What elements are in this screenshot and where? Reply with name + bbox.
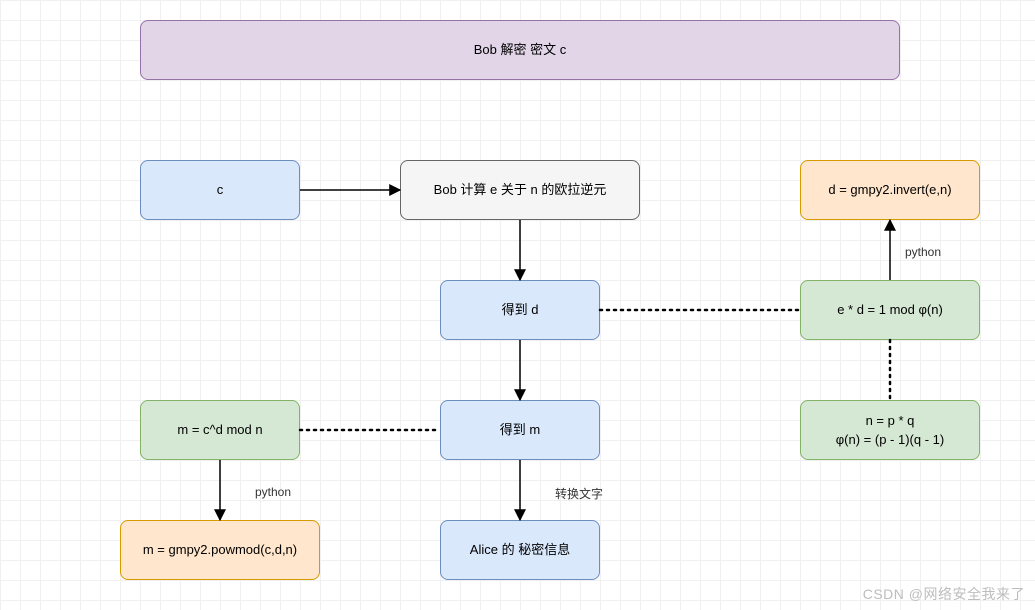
label-convert-text: 转换文字	[555, 485, 603, 502]
node-c: c	[140, 160, 300, 220]
node-euler: Bob 计算 e 关于 n 的欧拉逆元	[400, 160, 640, 220]
node-title: Bob 解密 密文 c	[140, 20, 900, 80]
watermark: CSDN @网络安全我来了	[863, 584, 1025, 604]
node-mcdn: m = c^d mod n	[140, 400, 300, 460]
node-invert: d = gmpy2.invert(e,n)	[800, 160, 980, 220]
node-phi: n = p * q φ(n) = (p - 1)(q - 1)	[800, 400, 980, 460]
node-d: 得到 d	[440, 280, 600, 340]
node-edmod: e * d = 1 mod φ(n)	[800, 280, 980, 340]
node-alice: Alice 的 秘密信息	[440, 520, 600, 580]
label-python-left: python	[255, 485, 291, 499]
label-python-right: python	[905, 245, 941, 259]
node-powmod: m = gmpy2.powmod(c,d,n)	[120, 520, 320, 580]
node-m: 得到 m	[440, 400, 600, 460]
